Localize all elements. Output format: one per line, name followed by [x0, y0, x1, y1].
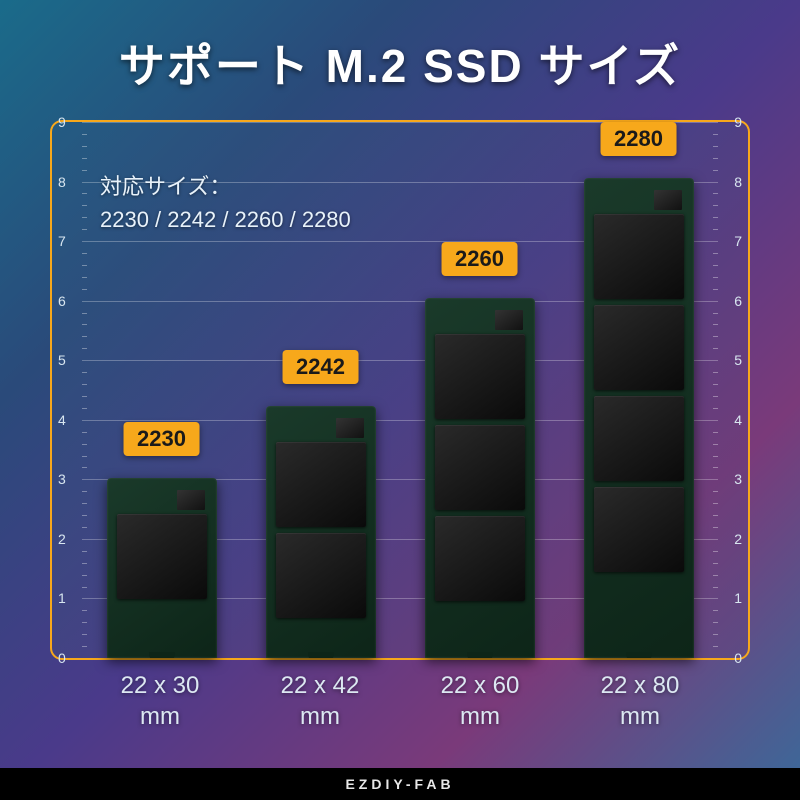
ssd-column: 2280 — [559, 122, 718, 658]
ssd-area: 2230 2242 2260 2280 — [82, 122, 718, 658]
ssd-mount-notch — [626, 652, 652, 658]
ssd-nand-chip — [276, 533, 366, 618]
ssd-mount-notch — [467, 652, 493, 658]
ssd-column: 2230 — [82, 122, 241, 658]
ssd-size-badge: 2280 — [600, 122, 677, 156]
page-title: サポート M.2 SSD サイズ — [0, 0, 800, 96]
ssd-nand-chip — [435, 334, 525, 419]
dimension-label: 22 x 80mm — [560, 670, 720, 732]
ssd-column: 2260 — [400, 122, 559, 658]
ssd-nand-chip — [435, 425, 525, 510]
ssd-card — [425, 298, 535, 658]
ssd-size-badge: 2230 — [123, 422, 200, 456]
ssd-nand-chip — [594, 305, 684, 390]
ssd-nand-chip — [435, 516, 525, 601]
brand-footer: EZDIY-FAB — [0, 768, 800, 800]
bottom-labels: 22 x 30mm22 x 42mm22 x 60mm22 x 80mm — [80, 670, 720, 732]
ssd-size-badge: 2242 — [282, 350, 359, 384]
ssd-nand-chip — [117, 514, 207, 599]
ssd-mount-notch — [149, 652, 175, 658]
ssd-card — [107, 478, 217, 658]
ssd-nand-chip — [594, 214, 684, 299]
dimension-label: 22 x 30mm — [80, 670, 240, 732]
ssd-nand-chip — [594, 396, 684, 481]
dimension-label: 22 x 42mm — [240, 670, 400, 732]
ssd-column: 2242 — [241, 122, 400, 658]
ssd-nand-chip — [276, 442, 366, 527]
y-axis-right: 0123456789 — [720, 122, 750, 658]
ssd-size-badge: 2260 — [441, 242, 518, 276]
dimension-label: 22 x 60mm — [400, 670, 560, 732]
ssd-card — [266, 406, 376, 658]
chart-frame: 0123456789 0123456789 対応サイズ： 2230 / 2242… — [50, 120, 750, 660]
ssd-nand-chip — [594, 487, 684, 572]
ssd-mount-notch — [308, 652, 334, 658]
y-axis-left: 0123456789 — [50, 122, 80, 658]
ssd-card — [584, 178, 694, 658]
